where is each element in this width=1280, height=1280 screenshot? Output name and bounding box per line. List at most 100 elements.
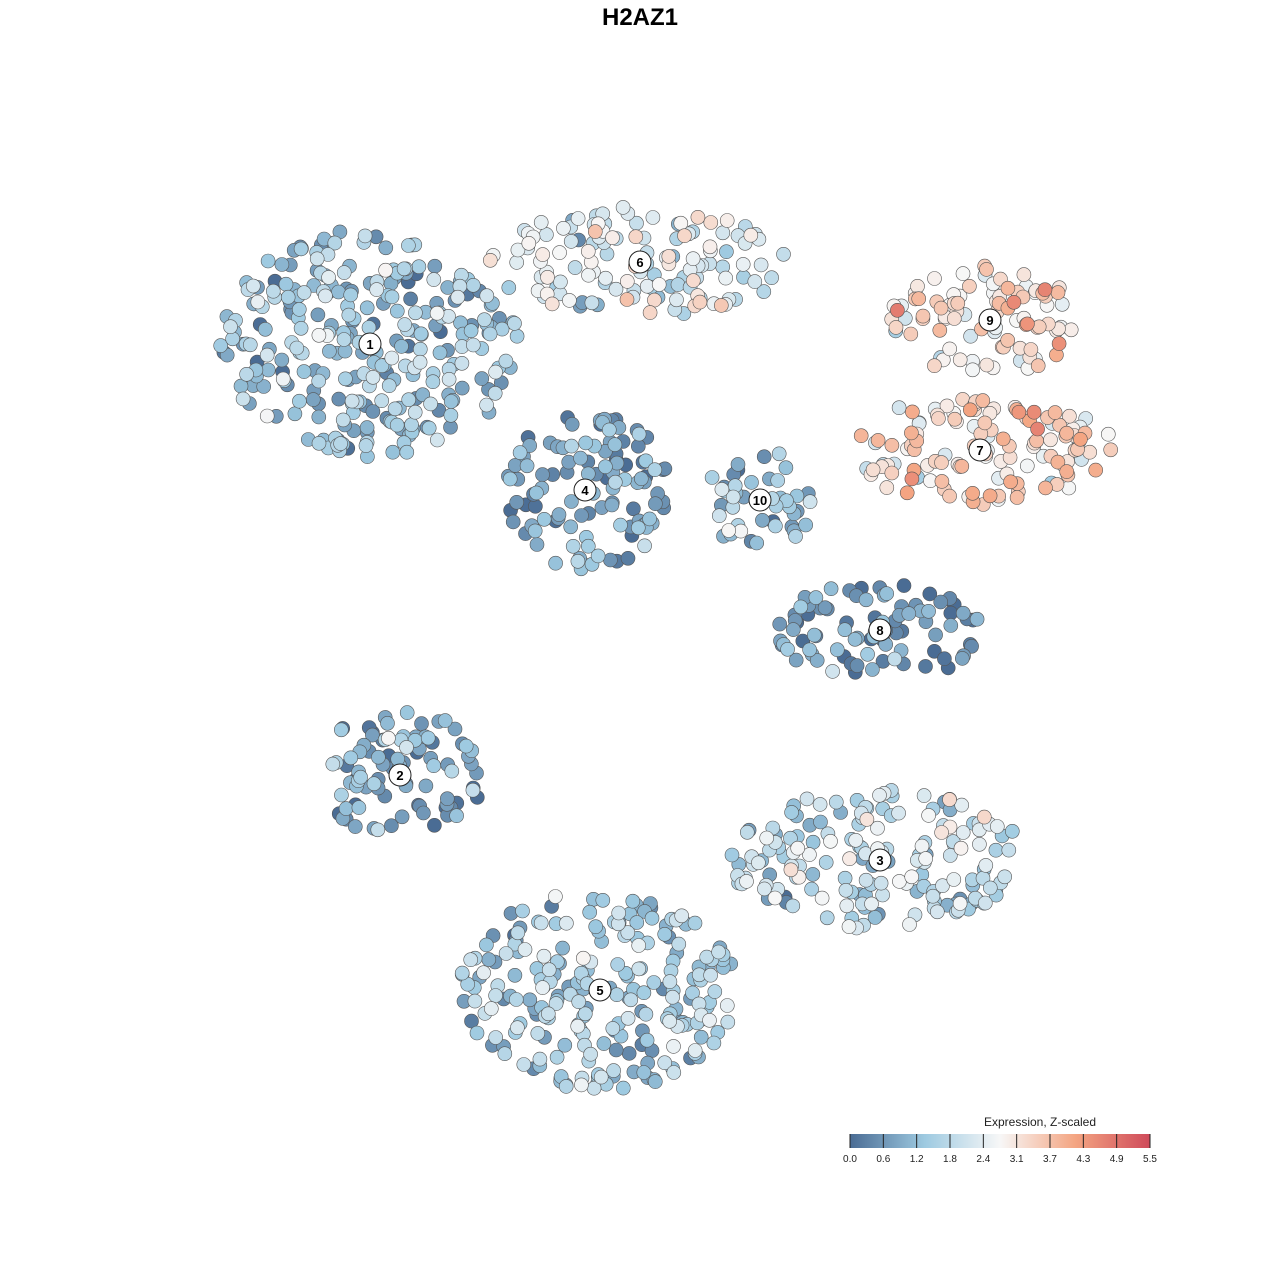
data-point (418, 778, 434, 794)
data-point (374, 393, 390, 409)
data-point (785, 898, 801, 914)
data-point (914, 838, 930, 854)
data-point (927, 358, 942, 374)
data-point (631, 426, 647, 442)
cluster-label-3: 3 (868, 848, 892, 872)
data-point (721, 523, 737, 538)
data-point (535, 247, 551, 262)
data-point (574, 508, 589, 523)
data-point (338, 801, 354, 816)
data-point (1016, 267, 1032, 282)
cluster-label-1: 1 (358, 332, 382, 356)
data-point (911, 291, 927, 307)
data-point (950, 295, 966, 311)
data-point (467, 993, 483, 1009)
data-point (243, 337, 258, 353)
data-point (739, 824, 755, 840)
data-point (311, 409, 327, 425)
data-point (564, 438, 579, 454)
data-point (915, 308, 931, 324)
data-point (982, 880, 998, 896)
data-point (619, 274, 635, 289)
data-point (942, 792, 957, 807)
data-point (954, 797, 970, 813)
data-point (371, 749, 386, 765)
data-point (671, 936, 687, 952)
data-point (922, 586, 938, 602)
data-point (639, 1032, 655, 1048)
data-point (662, 1013, 678, 1029)
data-point (565, 538, 581, 554)
data-point (657, 926, 673, 942)
data-point (535, 980, 550, 995)
data-point (381, 378, 397, 394)
data-point (884, 437, 900, 453)
data-point (384, 289, 400, 305)
data-point (802, 847, 817, 862)
data-point (598, 270, 613, 286)
legend-colorbar (850, 1134, 1150, 1148)
data-point (1038, 480, 1053, 496)
data-point (517, 942, 533, 957)
data-point (812, 797, 828, 812)
data-point (910, 278, 925, 294)
data-point (619, 292, 635, 307)
data-point (1050, 285, 1066, 300)
cluster-label-5: 5 (588, 978, 612, 1002)
data-point (595, 892, 611, 908)
data-point (955, 825, 971, 840)
data-point (662, 974, 678, 989)
data-point (1043, 432, 1058, 448)
data-point (389, 417, 405, 433)
data-point (361, 320, 377, 335)
legend-tick-label: 5.5 (1143, 1154, 1157, 1165)
data-point (335, 412, 351, 428)
data-point (903, 326, 919, 342)
data-point (1088, 462, 1103, 478)
data-point (648, 496, 663, 512)
data-point (756, 449, 772, 465)
data-point (553, 274, 568, 290)
data-point (365, 404, 381, 419)
data-point (837, 622, 853, 638)
data-point (564, 494, 579, 509)
cluster-label-9: 9 (978, 308, 1002, 332)
data-point (510, 925, 526, 941)
data-point (502, 471, 518, 487)
data-point (647, 1074, 663, 1089)
data-point (588, 919, 604, 935)
data-point (380, 715, 395, 731)
data-point (274, 352, 290, 368)
data-point (536, 948, 552, 964)
data-point (638, 453, 654, 469)
data-point (425, 374, 441, 390)
data-point (892, 874, 907, 889)
data-point (378, 240, 394, 256)
data-point (841, 919, 857, 934)
data-point (334, 787, 349, 803)
data-point (814, 890, 830, 906)
data-point (447, 721, 463, 737)
data-point (867, 910, 883, 925)
data-point (972, 836, 987, 852)
data-point (770, 473, 786, 488)
data-point (735, 257, 751, 272)
legend-tick-label: 0.0 (843, 1154, 857, 1165)
data-point (934, 474, 950, 489)
data-point (311, 327, 327, 343)
data-point (703, 967, 718, 983)
data-point (347, 819, 363, 834)
data-point (939, 398, 955, 414)
data-point (929, 904, 945, 920)
data-point (343, 750, 359, 766)
data-point (454, 355, 470, 371)
data-point (931, 411, 946, 426)
data-point (615, 1080, 631, 1096)
data-point (776, 247, 791, 262)
data-point (630, 520, 646, 536)
data-point (570, 553, 586, 569)
data-point (670, 277, 686, 292)
points-layer (213, 200, 1118, 1096)
data-point (540, 1006, 556, 1022)
data-point (1082, 444, 1097, 460)
